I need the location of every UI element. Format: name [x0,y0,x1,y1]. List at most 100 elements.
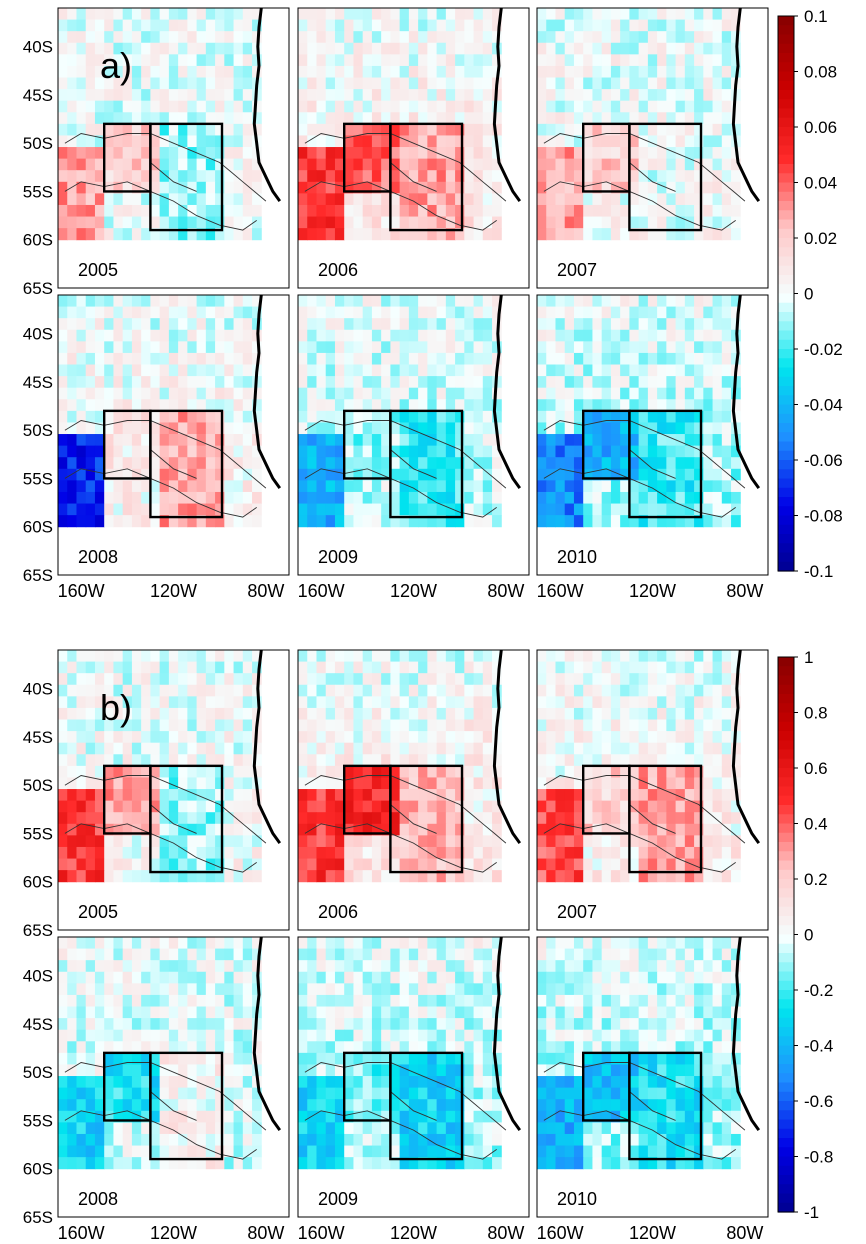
heatmap-cell [113,1006,124,1019]
heatmap-cell [482,731,493,744]
heatmap-cell [215,846,225,860]
heatmap-cell [362,491,373,505]
heatmap-cell [242,948,253,961]
coastline [492,8,522,202]
heatmap-cell [150,228,161,241]
heatmap-cell [104,1018,114,1031]
heatmap-cell [418,994,428,1008]
heatmap-cell [445,147,456,160]
heatmap-cell [408,422,419,435]
heatmap-cell [298,193,308,206]
heatmap-cell [555,823,566,836]
heatmap-cell [141,8,151,21]
bathymetry-contour [629,449,676,479]
heatmap-cell [58,31,68,44]
heatmap-cell [647,445,658,458]
heatmap-cells-2008 [58,937,262,1170]
heatmap-cell [473,800,484,813]
heatmap-cell [104,515,114,528]
heatmap-cell [316,31,327,44]
heatmap-cell [583,19,593,32]
heatmap-cell [233,65,244,79]
heatmap-cell [564,480,575,493]
heatmap-cell [592,777,603,790]
heatmap-cell [629,812,640,825]
heatmap-cell [196,422,207,435]
heatmap-cell [464,937,475,950]
heatmap-cell [703,158,714,171]
heatmap-cell [436,765,447,778]
heatmap-cell [76,800,87,813]
heatmap-cell [159,399,170,412]
heatmap-cell [537,707,547,721]
heatmap-cell [592,823,603,836]
heatmap-cell [85,765,96,778]
heatmap-cell [555,434,566,447]
heatmap-cell [427,295,438,308]
heatmap-cell [58,295,68,308]
heatmap-cell [445,1122,456,1135]
heatmap-cell [233,480,244,493]
heatmap-cell [104,445,114,458]
heatmap-cell [390,1052,401,1065]
heatmap-cell [694,777,704,790]
heatmap-cell [122,77,133,90]
heatmap-cell [242,77,253,90]
heatmap-cell [298,742,308,755]
heatmap-cell [694,158,704,171]
heatmap-cell [712,341,723,354]
heatmap-cell [141,457,151,470]
heatmap-cell [455,1122,465,1135]
heatmap-cell [482,387,493,400]
heatmap-cell [233,306,244,319]
heatmap-cell [473,387,484,400]
heatmap-cell [464,318,475,331]
heatmap-cell [473,19,484,32]
heatmap-cell [252,661,262,674]
heatmap-cell [436,295,447,308]
heatmap-cell [482,410,493,423]
heatmap-cell [58,937,68,950]
heatmap-cell [205,1041,216,1054]
panel-label: a) [100,45,132,86]
heatmap-cell [675,846,686,860]
heatmap-cell [684,661,695,674]
heatmap-cell [408,216,419,229]
coastline [252,650,282,844]
heatmap-cell [122,731,133,744]
lat-tick-label: 40S [23,680,53,699]
heatmap-cell [638,661,649,674]
heatmap-cell [455,937,465,950]
heatmap-cell [344,812,354,825]
heatmap-cell [473,216,484,229]
heatmap-cell [564,147,575,160]
heatmap-cell [703,100,714,113]
heatmap-cell [242,491,253,505]
heatmap-cell [436,216,447,229]
heatmap-cell [666,468,677,481]
heatmap-cell [159,1087,170,1100]
heatmap-cell [721,318,732,331]
heatmap-cell [58,870,68,883]
heatmap-cell [381,870,391,883]
heatmap-cell [131,89,142,102]
heatmap-cell [334,318,345,331]
heatmap-cell [113,800,124,813]
heatmap-cell [362,468,373,481]
heatmap-cell [647,696,658,709]
heatmap-cell [473,341,484,354]
heatmap-cell [610,376,621,389]
heatmap-cell [233,19,244,32]
heatmap-cell [712,295,723,308]
heatmap-cell [131,1076,142,1089]
heatmap-cell [122,204,133,218]
heatmap-cell [94,1052,105,1065]
heatmap-cell [408,1076,419,1089]
heatmap-cell [703,54,714,67]
heatmap-cell [316,181,327,194]
panel-frame [297,7,530,289]
heatmap-cell [104,870,114,883]
heatmap-cell [316,707,327,721]
heatmap-cell [104,306,114,319]
heatmap-cells-2010 [537,295,741,528]
